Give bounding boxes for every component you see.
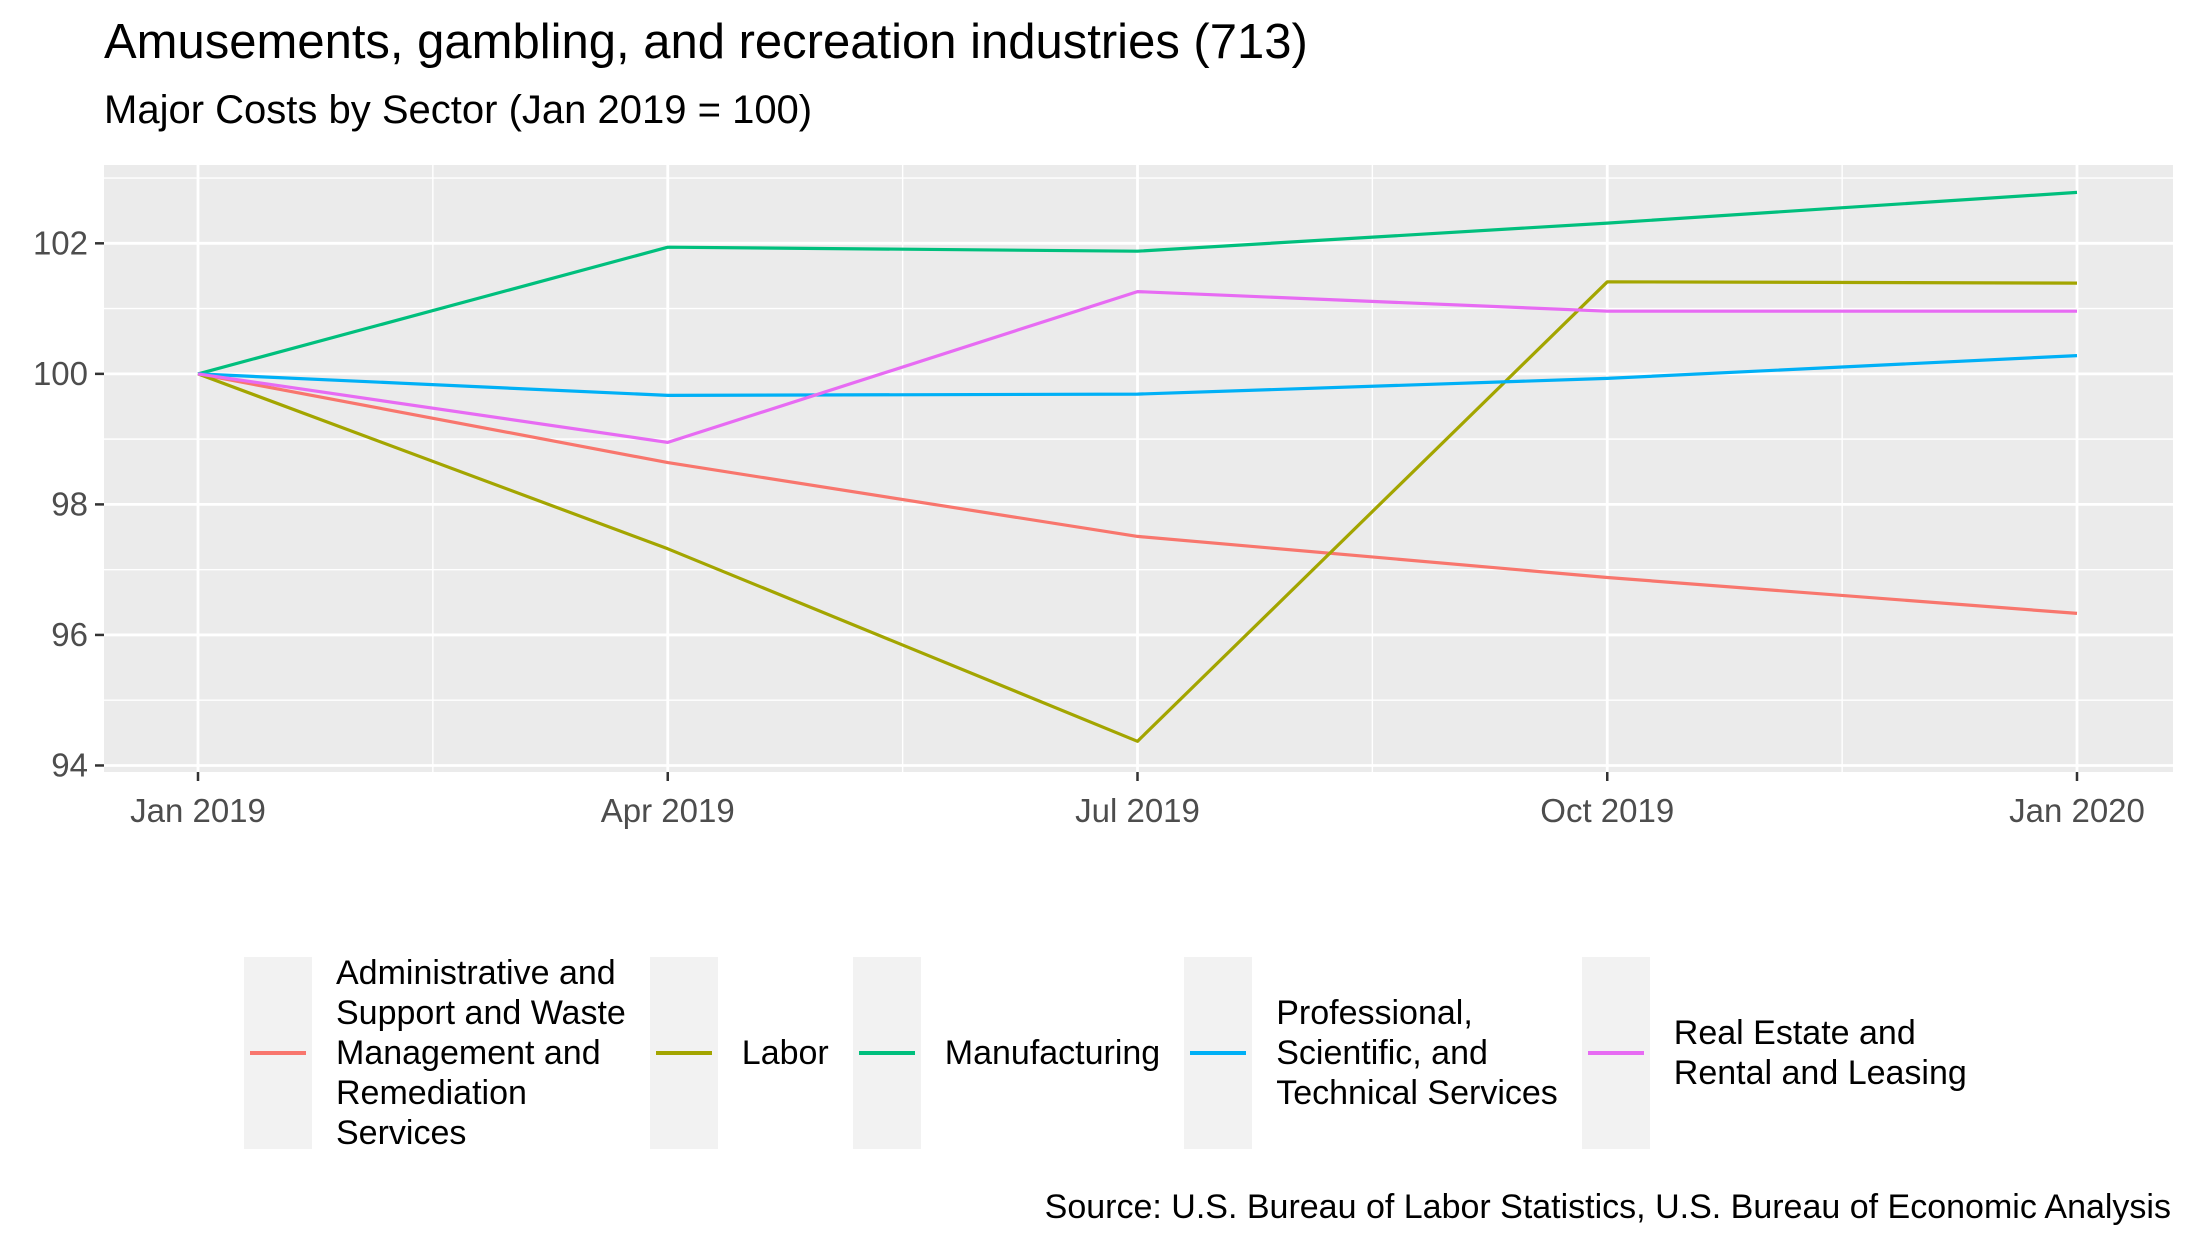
legend-item-labor: Labor — [649, 957, 829, 1149]
line-chart: 94 96 98 100 102 Jan 2019 Apr 2019 Jul 2019 Oct… — [33, 165, 2173, 829]
legend-key — [649, 957, 718, 1149]
legend-key-line — [1190, 1051, 1247, 1055]
y-tick-label: 100 — [33, 355, 88, 392]
legend-label-line: Administrative and — [336, 954, 616, 992]
x-tick-label: Oct 2019 — [1540, 792, 1674, 829]
legend-label: Administrative and Support and Waste Man… — [336, 953, 626, 1153]
series-line-labor — [197, 280, 2078, 743]
series-line-real — [197, 290, 2077, 444]
legend-label-line: Scientific, and — [1276, 1034, 1488, 1072]
legend-label: Real Estate and Rental and Leasing — [1674, 1013, 1967, 1093]
legend-key — [852, 957, 921, 1149]
y-tick-label: 102 — [33, 224, 88, 261]
y-tick-label: 96 — [51, 616, 88, 653]
legend-label-line: Professional, — [1276, 994, 1473, 1032]
legend-key-line — [250, 1051, 306, 1055]
legend-label: Manufacturing — [945, 1033, 1160, 1073]
legend-key — [1184, 957, 1253, 1149]
x-tick-label: Jul 2019 — [1075, 792, 1200, 829]
legend-item-professional: Professional, Scientific, and Technical … — [1184, 957, 1558, 1149]
legend-key-line — [858, 1051, 915, 1055]
y-tick-label: 98 — [51, 485, 88, 522]
chart-title: Amusements, gambling, and recreation ind… — [104, 15, 1308, 69]
legend-label-line: Services — [336, 1114, 467, 1152]
legend-key-line — [655, 1051, 712, 1055]
legend-label-line: Manufacturing — [944, 1034, 1161, 1072]
legend-label: Labor — [742, 1033, 829, 1073]
x-tick-label: Jan 2020 — [2009, 792, 2145, 829]
y-tick-label: 94 — [51, 746, 88, 783]
series-line-professional — [197, 354, 2078, 397]
legend-key — [244, 957, 312, 1149]
legend-item-administrative: Administrative and Support and Waste Man… — [244, 954, 626, 1152]
series-line-manufacturing — [197, 190, 2078, 376]
legend-label-line: Management and — [336, 1034, 601, 1072]
legend-label-line: Support and Waste — [336, 994, 626, 1032]
legend-label-line: Labor — [741, 1034, 829, 1072]
x-tick-label: Jan 2019 — [130, 792, 266, 829]
series-line-administrative — [197, 372, 2078, 615]
legend-label-line: Technical Services — [1276, 1074, 1558, 1112]
legend-item-manufacturing: Manufacturing — [852, 957, 1160, 1149]
legend-key-line — [1587, 1051, 1644, 1055]
legend: Administrative and Support and Waste Man… — [244, 954, 1991, 1152]
legend-item-real-estate: Real Estate and Rental and Leasing — [1581, 957, 1967, 1149]
legend-label: Professional, Scientific, and Technical … — [1276, 993, 1558, 1113]
legend-label-line: Rental and Leasing — [1673, 1054, 1967, 1092]
legend-label-line: Remediation — [336, 1074, 527, 1112]
legend-key — [1581, 957, 1650, 1149]
legend-label-line: Real Estate and — [1673, 1014, 1916, 1052]
chart-subtitle: Major Costs by Sector (Jan 2019 = 100) — [104, 88, 813, 132]
source-caption: Source: U.S. Bureau of Labor Statistics,… — [1044, 1188, 2171, 1226]
x-tick-label: Apr 2019 — [601, 792, 735, 829]
